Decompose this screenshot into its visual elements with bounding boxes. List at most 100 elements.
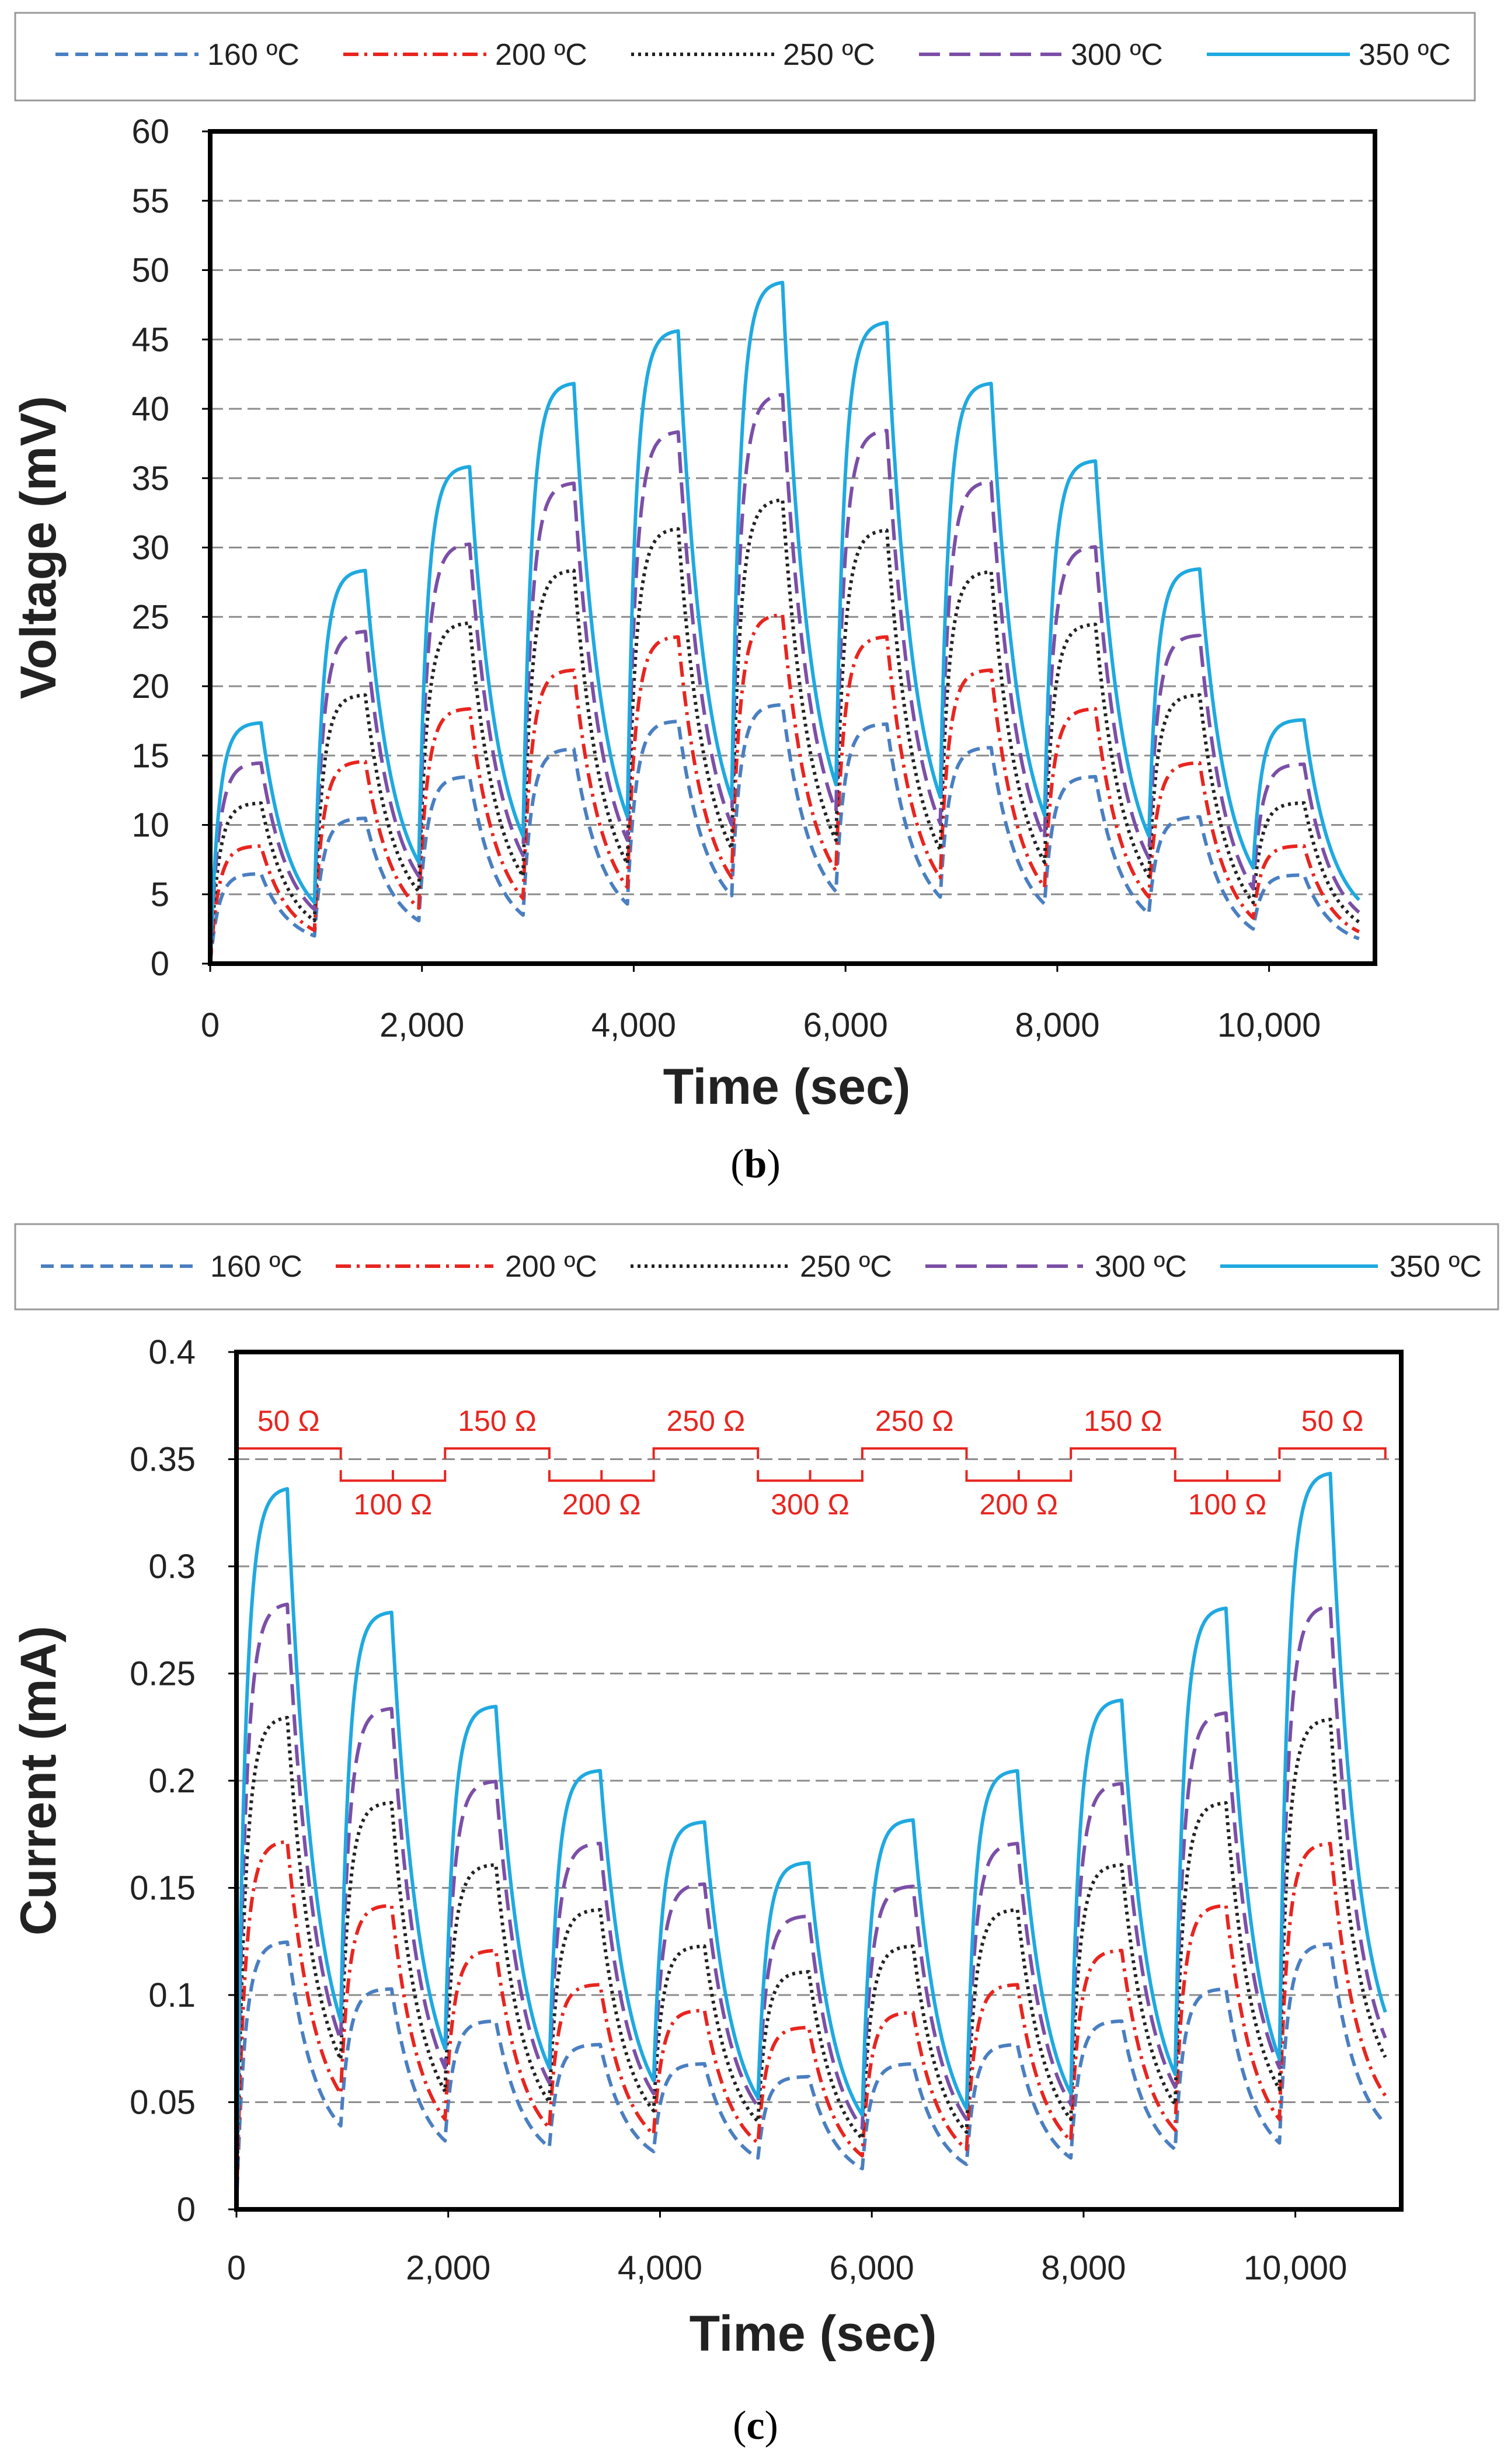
resistance-label: 100 Ω (1188, 1488, 1267, 1521)
legend-entry: 200 ºC (336, 1250, 597, 1284)
resistance-label: 150 Ω (458, 1405, 537, 1437)
caption-panel-c: (c) (733, 2403, 778, 2448)
y-tick-label: 0.4 (148, 1333, 196, 1371)
x-tick-label: 2,000 (406, 2249, 490, 2287)
y-tick-label: 50 (131, 252, 169, 290)
x-tick-label: 4,000 (591, 1006, 676, 1044)
series-line (235, 1716, 1387, 2210)
y-tick-label: 0.15 (130, 1869, 196, 1907)
legend-label: 160 ºC (210, 1250, 302, 1284)
resistance-label: 150 Ω (1084, 1405, 1162, 1437)
legend-label: 300 ºC (1071, 38, 1163, 72)
x-tick-label: 6,000 (830, 2249, 914, 2287)
resistance-label: 50 Ω (1301, 1405, 1364, 1437)
legend-panel-b: 160 ºC 200 ºC 250 ºC 300 ºC 350 ºC (14, 12, 1476, 102)
legend-panel-c: 160 ºC 200 ºC 250 ºC 300 ºC 350 ºC (14, 1223, 1499, 1311)
x-tick-label: 0 (227, 2249, 246, 2287)
bracket (339, 1470, 447, 1482)
bracket (548, 1470, 655, 1482)
bracket (757, 1470, 864, 1482)
y-tick-label: 0.1 (148, 1976, 196, 2014)
legend-label: 300 ºC (1095, 1250, 1187, 1284)
y-tick-label: 35 (131, 460, 169, 498)
legend-entry: 350 ºC (1220, 1250, 1482, 1284)
series-line (208, 498, 1360, 964)
legend-label: 200 ºC (505, 1250, 597, 1284)
y-tick-label: 30 (131, 529, 169, 567)
y-tick-label: 15 (131, 737, 169, 775)
resistance-label: 200 Ω (979, 1488, 1058, 1521)
resistance-label: 200 Ω (562, 1488, 641, 1521)
legend-entry: 160 ºC (55, 38, 300, 72)
y-tick-label: 45 (131, 321, 169, 359)
y-tick-label: 25 (131, 598, 169, 636)
series-line (235, 1603, 1387, 2210)
y-tick-label: 0 (151, 945, 169, 983)
caption-panel-b: (b) (730, 1142, 781, 1187)
series-line (208, 392, 1360, 964)
resistance-label: 250 Ω (667, 1405, 746, 1437)
x-axis-label: Time (sec) (663, 1059, 911, 1115)
resistance-label: 300 Ω (771, 1488, 849, 1521)
chart-panel-b: 0 5 10 15 20 25 30 35 40 45 50 55 60 0 2,000 4,000 6,000… (11, 113, 1377, 1115)
x-tick-label: 4,000 (618, 2249, 702, 2287)
x-tick-label: 0 (201, 1006, 220, 1044)
x-tick-label: 8,000 (1015, 1006, 1099, 1044)
y-tick-label: 0.3 (148, 1548, 196, 1586)
chart-panel-c: 0 0.05 0.1 0.15 0.2 0.25 0.3 0.35 0.4 0 2,000 4,000… (11, 1333, 1404, 2362)
y-tick-label: 5 (151, 875, 169, 913)
caption-c: (c) (733, 2403, 778, 2448)
bracket (965, 1470, 1073, 1482)
resistance-label: 250 Ω (875, 1405, 954, 1437)
legend-label: 250 ºC (800, 1250, 892, 1284)
legend-label: 350 ºC (1359, 38, 1451, 72)
legend-entry: 300 ºC (925, 1250, 1187, 1284)
legend-entry: 350 ºC (1207, 38, 1451, 72)
y-tick-label: 55 (131, 182, 169, 220)
resistance-label: 100 Ω (354, 1488, 433, 1521)
legend-label: 160 ºC (207, 38, 300, 72)
series-line (235, 1840, 1387, 2210)
series-line (235, 1940, 1387, 2210)
legend-entry: 250 ºC (631, 38, 875, 72)
y-tick-label: 40 (131, 390, 169, 428)
legend-entry: 160 ºC (41, 1250, 302, 1284)
x-tick-label: 2,000 (380, 1006, 464, 1044)
y-tick-label: 10 (131, 807, 169, 844)
bracket (444, 1447, 551, 1459)
x-axis-label: Time (sec) (690, 2306, 937, 2362)
y-axis-label: Current (mA) (11, 1626, 67, 1935)
legend-entry: 300 ºC (919, 38, 1163, 72)
y-tick-label: 0.25 (130, 1655, 196, 1693)
bracket (1174, 1470, 1281, 1482)
caption-b: (b) (730, 1142, 781, 1187)
legend-label: 200 ºC (495, 38, 587, 72)
legend-label: 250 ºC (783, 38, 875, 72)
y-tick-label: 20 (131, 668, 169, 706)
bracket (1278, 1447, 1387, 1459)
series-line (208, 613, 1360, 964)
bracket (861, 1447, 968, 1459)
series-line (208, 703, 1360, 964)
y-tick-label: 60 (131, 113, 169, 151)
bracket (652, 1447, 760, 1459)
x-tick-label: 10,000 (1244, 2249, 1347, 2287)
x-tick-label: 8,000 (1041, 2249, 1126, 2287)
legend-label: 350 ºC (1390, 1250, 1482, 1284)
legend-entry: 250 ºC (631, 1250, 892, 1284)
y-tick-label: 0.2 (148, 1762, 196, 1800)
y-tick-label: 0 (177, 2191, 196, 2229)
x-tick-label: 6,000 (803, 1006, 888, 1044)
y-axis-label: Voltage (mV) (11, 396, 67, 699)
series-line (235, 1472, 1387, 2210)
y-tick-label: 0.05 (130, 2084, 196, 2122)
legend-entry: 200 ºC (343, 38, 587, 72)
plot-border (208, 129, 1377, 966)
y-tick-label: 0.35 (130, 1441, 196, 1479)
series-line (208, 280, 1360, 964)
resistance-annotations: 50 Ω 100 Ω 150 Ω 200 Ω 250 Ω 300 Ω 250 Ω 200 Ω 1… (235, 1405, 1387, 1521)
legend-box (14, 12, 1476, 102)
bracket (1070, 1447, 1176, 1459)
